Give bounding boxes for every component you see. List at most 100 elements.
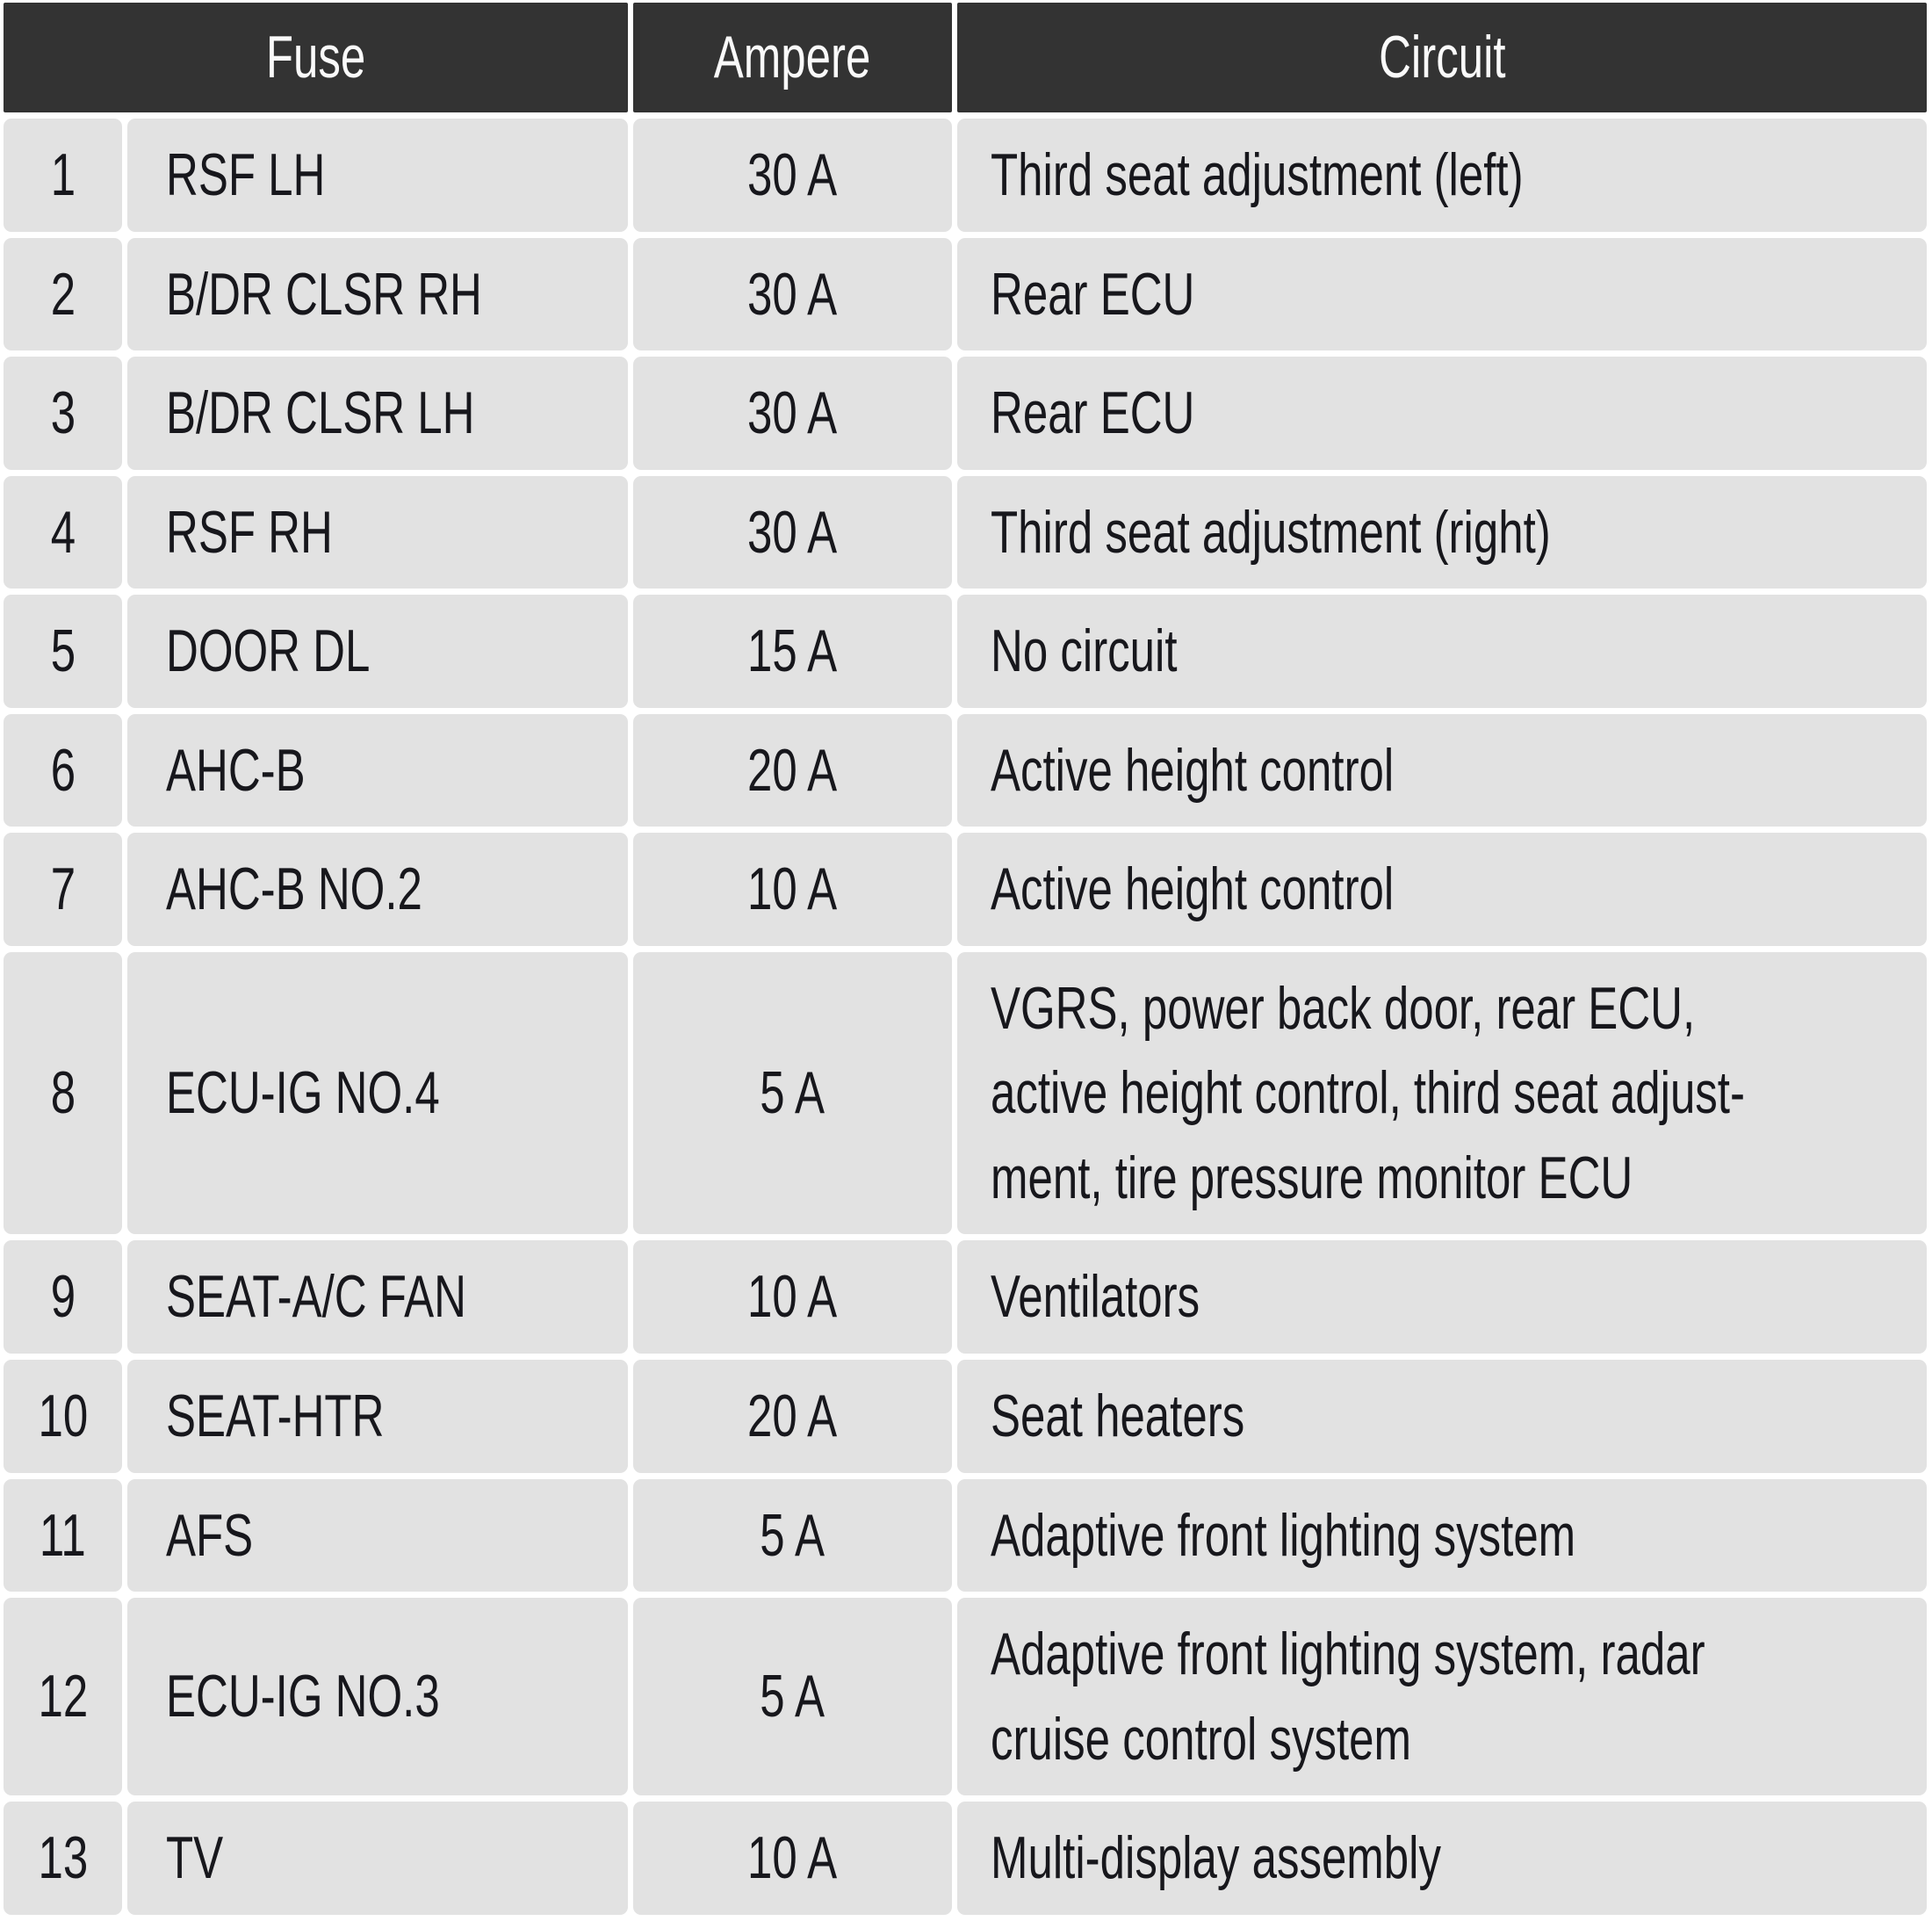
circuit-cell: Rear ECU (957, 237, 1927, 351)
circuit-description: VGRS, power back door, rear ECU, active … (991, 974, 1745, 1211)
fuse-name-cell: B/DR CLSR LH (127, 357, 628, 470)
ampere-cell: 20 A (633, 1360, 952, 1473)
ampere-cell: 30 A (633, 475, 952, 589)
fuse-number: 5 (50, 617, 76, 685)
circuit-cell: Adaptive front lighting system (957, 1478, 1927, 1592)
fuse-number-cell: 12 (4, 1598, 122, 1796)
fuse-name: SEAT-A/C FAN (166, 1263, 466, 1331)
column-header-ampere: Ampere (633, 3, 952, 112)
fuse-number: 13 (38, 1824, 88, 1892)
ampere-cell: 5 A (633, 1598, 952, 1796)
circuit-description: Active height control (991, 856, 1395, 923)
fuse-number-cell: 13 (4, 1802, 122, 1915)
circuit-cell: Multi-display assembly (957, 1802, 1927, 1915)
fuse-number-cell: 10 (4, 1360, 122, 1473)
ampere-value: 10 A (747, 1263, 838, 1331)
fuse-name-cell: ECU-IG NO.4 (127, 951, 628, 1235)
ampere-cell: 5 A (633, 1478, 952, 1592)
ampere-cell: 10 A (633, 1240, 952, 1354)
circuit-description: Seat heaters (991, 1383, 1245, 1450)
fuse-name: SEAT-HTR (166, 1383, 385, 1450)
ampere-cell: 30 A (633, 357, 952, 470)
column-header-fuse: Fuse (4, 3, 628, 112)
fuse-name-cell: AHC-B NO.2 (127, 833, 628, 946)
fuse-number-cell: 9 (4, 1240, 122, 1354)
ampere-value: 5 A (760, 1501, 825, 1569)
fuse-number: 7 (50, 856, 76, 923)
fuse-number: 4 (50, 498, 76, 566)
fuse-number: 8 (50, 1059, 76, 1127)
fuse-number: 12 (38, 1663, 88, 1730)
fuse-number: 1 (50, 141, 76, 208)
circuit-cell: Ventilators (957, 1240, 1927, 1354)
circuit-cell: Active height control (957, 713, 1927, 827)
fuse-name-cell: RSF RH (127, 475, 628, 589)
fuse-name-cell: TV (127, 1802, 628, 1915)
fuse-number-cell: 6 (4, 713, 122, 827)
fuse-name: AFS (166, 1501, 254, 1569)
fuse-name-cell: SEAT-HTR (127, 1360, 628, 1473)
ampere-value: 20 A (747, 1383, 838, 1450)
ampere-cell: 30 A (633, 119, 952, 232)
fuse-number-cell: 8 (4, 951, 122, 1235)
ampere-value: 10 A (747, 1824, 838, 1892)
ampere-cell: 15 A (633, 595, 952, 708)
circuit-description: Adaptive front lighting system, radar cr… (991, 1621, 1705, 1773)
circuit-cell: Seat heaters (957, 1360, 1927, 1473)
fuse-name: ECU-IG NO.3 (166, 1663, 440, 1730)
column-header-fuse-label: Fuse (265, 24, 366, 91)
column-header-circuit-label: Circuit (1378, 24, 1506, 91)
fuse-name-cell: B/DR CLSR RH (127, 237, 628, 351)
fuse-name-cell: AFS (127, 1478, 628, 1592)
ampere-cell: 10 A (633, 1802, 952, 1915)
fuse-name-cell: ECU-IG NO.3 (127, 1598, 628, 1796)
ampere-value: 10 A (747, 856, 838, 923)
circuit-cell: Third seat adjustment (right) (957, 475, 1927, 589)
ampere-cell: 5 A (633, 951, 952, 1235)
column-header-ampere-label: Ampere (714, 24, 871, 91)
fuse-number: 9 (50, 1263, 76, 1331)
circuit-cell: Rear ECU (957, 357, 1927, 470)
column-header-circuit: Circuit (957, 3, 1927, 112)
ampere-value: 30 A (747, 498, 838, 566)
fuse-number-cell: 2 (4, 237, 122, 351)
ampere-cell: 10 A (633, 833, 952, 946)
fuse-number-cell: 3 (4, 357, 122, 470)
fuse-number: 6 (50, 736, 76, 804)
fuse-number-cell: 4 (4, 475, 122, 589)
fuse-name: AHC-B (166, 736, 306, 804)
circuit-description: Adaptive front lighting system (991, 1501, 1576, 1569)
fuse-name: RSF RH (166, 498, 333, 566)
fuse-name: DOOR DL (166, 617, 371, 685)
fuse-number-cell: 11 (4, 1478, 122, 1592)
ampere-value: 30 A (747, 141, 838, 208)
ampere-value: 20 A (747, 736, 838, 804)
circuit-cell: Active height control (957, 833, 1927, 946)
fuse-name-cell: SEAT-A/C FAN (127, 1240, 628, 1354)
circuit-description: Ventilators (991, 1263, 1200, 1331)
circuit-cell: VGRS, power back door, rear ECU, active … (957, 951, 1927, 1235)
fuse-number: 2 (50, 260, 76, 328)
fuse-name-cell: RSF LH (127, 119, 628, 232)
fuse-number-cell: 5 (4, 595, 122, 708)
circuit-cell: No circuit (957, 595, 1927, 708)
fuse-name: TV (166, 1824, 224, 1892)
fuse-name: AHC-B NO.2 (166, 856, 422, 923)
fuse-number-cell: 7 (4, 833, 122, 946)
fuse-name: B/DR CLSR LH (166, 379, 475, 447)
fuse-name-cell: DOOR DL (127, 595, 628, 708)
ampere-value: 15 A (747, 617, 838, 685)
circuit-cell: Adaptive front lighting system, radar cr… (957, 1598, 1927, 1796)
circuit-description: Third seat adjustment (left) (991, 141, 1524, 208)
circuit-description: No circuit (991, 617, 1178, 685)
circuit-description: Rear ECU (991, 379, 1195, 447)
circuit-description: Rear ECU (991, 260, 1195, 328)
fuse-name-cell: AHC-B (127, 713, 628, 827)
circuit-description: Third seat adjustment (right) (991, 498, 1551, 566)
fuse-name: ECU-IG NO.4 (166, 1059, 440, 1127)
circuit-description: Active height control (991, 736, 1395, 804)
ampere-value: 5 A (760, 1663, 825, 1730)
fuse-name: RSF LH (166, 141, 326, 208)
ampere-value: 30 A (747, 260, 838, 328)
